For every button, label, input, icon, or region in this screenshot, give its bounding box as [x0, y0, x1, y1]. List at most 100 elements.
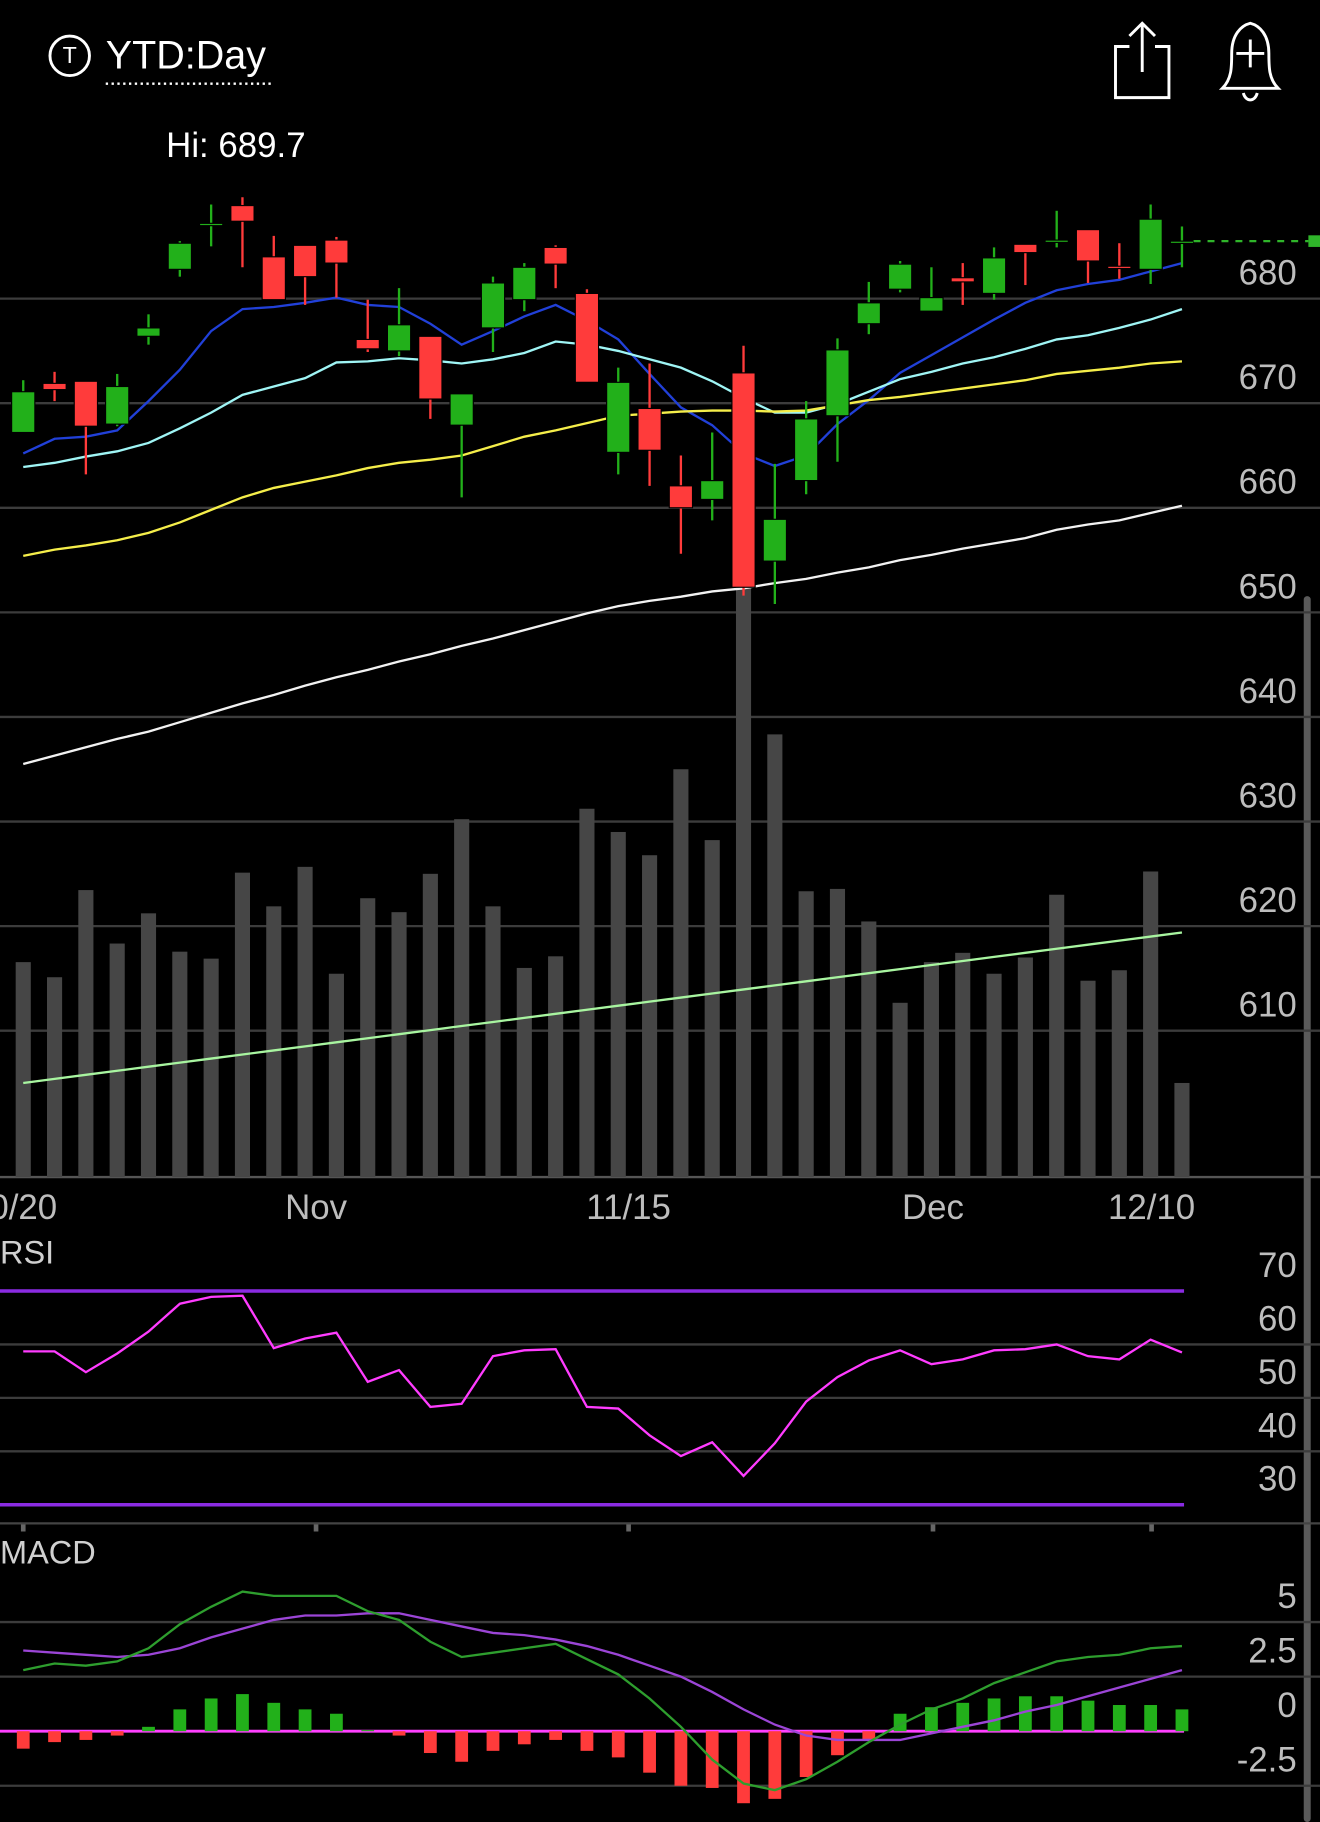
candle-body: [574, 292, 600, 383]
histogram-bar: [799, 1731, 813, 1778]
y-tick-label: 610: [1239, 986, 1297, 1025]
y-tick-label: 0: [1277, 1686, 1296, 1725]
volume-bar: [829, 888, 846, 1178]
y-tick-label: 620: [1239, 881, 1297, 920]
histogram-bar: [267, 1702, 281, 1732]
y-tick-label: 30: [1258, 1460, 1297, 1499]
x-tick-label: 11/15: [586, 1188, 671, 1227]
x-tick-label: 12/10: [1108, 1188, 1195, 1227]
histogram-bar: [549, 1731, 563, 1740]
histogram-bar: [1175, 1709, 1189, 1732]
y-tick-label: 2.5: [1248, 1632, 1296, 1671]
candle-body: [480, 282, 506, 329]
histogram-bar: [142, 1726, 155, 1732]
volume-average-line: [23, 931, 1183, 1085]
histogram-bar: [1144, 1705, 1158, 1732]
volume-bar: [1080, 980, 1096, 1178]
candle-body: [261, 256, 286, 301]
candle-body: [793, 418, 819, 482]
candle-body: [1169, 240, 1195, 245]
candle-body: [198, 222, 224, 227]
histogram-bar: [455, 1731, 469, 1762]
histogram-bar: [16, 1731, 30, 1749]
candle-body: [825, 349, 850, 417]
volume-bar: [140, 913, 157, 1178]
alert-button[interactable]: [1218, 21, 1282, 102]
y-tick-label: 70: [1258, 1246, 1297, 1285]
histogram-bar: [956, 1702, 970, 1732]
candle-body: [856, 302, 881, 325]
y-tick-label: 60: [1258, 1299, 1297, 1338]
histogram-bar: [580, 1731, 594, 1751]
candle-body: [167, 242, 193, 270]
macd-title: MACD: [0, 1534, 96, 1570]
candle-body: [136, 327, 161, 337]
histogram-bar: [48, 1731, 61, 1743]
candle-body: [606, 381, 631, 453]
histogram-bar: [173, 1709, 187, 1732]
candle-body: [668, 485, 694, 509]
volume-bar: [172, 951, 188, 1178]
volume-bar: [704, 840, 720, 1178]
timeframe-title: YTD:Day: [106, 34, 266, 78]
candle-body: [104, 385, 130, 425]
histogram-bar: [330, 1713, 343, 1732]
volume-bar: [1143, 871, 1159, 1178]
rsi-line: [23, 1294, 1183, 1478]
histogram-bar: [392, 1731, 406, 1736]
volume-bar: [78, 890, 94, 1178]
histogram-bar: [298, 1709, 312, 1732]
candle-body: [11, 391, 36, 434]
macd-line: [22, 1590, 1183, 1792]
candle-body: [762, 518, 788, 562]
y-tick-label: 630: [1239, 776, 1297, 815]
histogram-bar: [1050, 1696, 1064, 1732]
candle-body: [1013, 243, 1038, 254]
volume-bar: [109, 943, 125, 1178]
candle-body: [731, 372, 756, 588]
histogram-bar: [204, 1698, 218, 1732]
candle-body: [1107, 265, 1132, 270]
volume-bar: [234, 872, 251, 1178]
candle-body: [418, 335, 443, 400]
volume-bar: [485, 906, 501, 1178]
y-tick-label: 50: [1258, 1353, 1297, 1392]
y-tick-label: 640: [1239, 672, 1297, 711]
volume-bar: [923, 962, 939, 1178]
moving-average-line: [23, 360, 1183, 558]
candle-body: [543, 246, 568, 265]
share-button[interactable]: [1114, 21, 1171, 100]
histogram-bar: [1112, 1705, 1126, 1732]
y-tick-label: 670: [1239, 358, 1297, 397]
timeframe-button[interactable]: T YTD:Day: [48, 34, 275, 85]
bell-clapper: [1241, 92, 1259, 102]
scrollbar: [1303, 596, 1311, 1822]
histogram-bar: [1018, 1696, 1032, 1732]
histogram-bar: [674, 1731, 688, 1786]
histogram-bar: [423, 1731, 437, 1754]
share-arrow: [1128, 21, 1157, 73]
volume-bar: [15, 962, 31, 1178]
histogram-bar: [361, 1730, 375, 1732]
volume-bar: [735, 581, 752, 1178]
volume-bar: [892, 1002, 908, 1178]
ticker-icon: [48, 34, 91, 77]
histogram-bar: [925, 1707, 938, 1732]
candle-body: [981, 257, 1007, 294]
y-tick-label: 40: [1258, 1406, 1297, 1445]
y-tick-label: -2.5: [1237, 1741, 1297, 1780]
moving-average-line: [22, 504, 1183, 766]
volume-bar: [673, 769, 689, 1178]
volume-bar: [203, 958, 219, 1178]
signal-line: [23, 1612, 1183, 1742]
share-box: [1114, 45, 1171, 100]
candle-body: [1138, 218, 1163, 270]
volume-bar: [986, 973, 1002, 1178]
candle-body: [324, 239, 349, 264]
histogram-bar: [79, 1731, 93, 1740]
histogram-bar: [110, 1731, 124, 1736]
x-tick-label: Dec: [902, 1188, 964, 1227]
histogram-bar: [768, 1731, 782, 1799]
histogram-bar: [987, 1698, 1001, 1732]
